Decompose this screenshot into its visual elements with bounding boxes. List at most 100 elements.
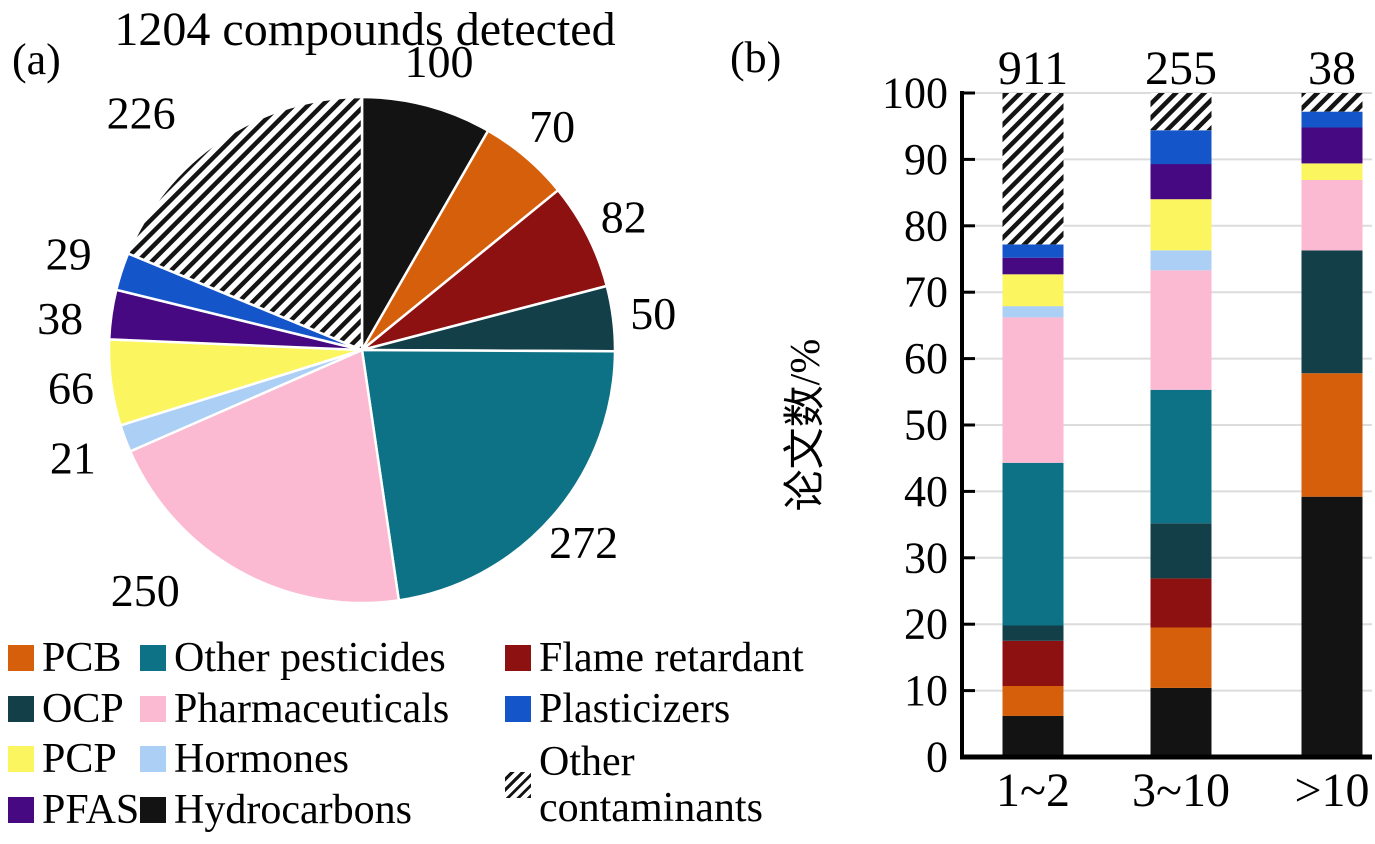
legend-label-pcp: PCP: [42, 736, 117, 783]
legend-item-pcp: PCP: [8, 734, 139, 785]
legend-swatch-plasticizers: [505, 695, 531, 722]
legend-column-2: Other pesticides Pharmaceuticals Hormones H…: [140, 633, 449, 835]
bar-segment-3-10-other-pesticides: [1150, 389, 1212, 524]
legend-swatch-other-pesticides: [140, 645, 166, 672]
legend-swatch-pharmaceuticals: [140, 695, 166, 722]
bar-segment-3-10-pcb: [1150, 627, 1212, 688]
legend-swatch-hydrocarbons: [140, 796, 166, 823]
bar-segment-1-2-plasticizers: [1002, 244, 1064, 258]
pie-value-label-plasticizers: 29: [46, 229, 92, 280]
y-tick-label-90: 90: [904, 135, 948, 184]
bar-segment-1-2-pfas: [1002, 257, 1064, 275]
bar-segment-3-10-hormones: [1150, 250, 1212, 271]
bar-segment-1-2-hydrocarbons: [1002, 715, 1064, 757]
legend-label-flame-retardant: Flame retardant: [539, 635, 804, 682]
bar-total-label--10: 38: [1308, 42, 1356, 95]
pie-value-label-pcb: 70: [529, 101, 575, 152]
y-tick-label-10: 10: [904, 666, 948, 715]
y-tick-label-60: 60: [904, 334, 948, 383]
legend-label-ocp: OCP: [42, 685, 124, 732]
y-tick-label-20: 20: [904, 600, 948, 649]
bar-segment-1-2-flame-retardant: [1002, 640, 1064, 686]
pie-value-label-ocp: 50: [630, 288, 676, 339]
legend-item-flame-retardant: Flame retardant: [505, 633, 804, 684]
pie-chart: 100 70 82 50 272 250 21 66 38 29 226: [37, 36, 676, 616]
pie-value-label-other-pesticides: 272: [549, 517, 618, 568]
bar-segment-3-10-ocp: [1150, 523, 1212, 579]
pie-slice-hydrocarbons: [360, 95, 490, 352]
legend-label-other-contaminants: Other contaminants: [539, 738, 763, 831]
panel-b-label: (b): [730, 33, 782, 82]
pie-slice-flame-retardant: [360, 188, 609, 352]
bar-segment-1-2-ocp: [1002, 625, 1064, 641]
legend-item-hormones: Hormones: [140, 734, 449, 785]
legend-swatch-other-contaminants: [505, 771, 531, 798]
y-tick-label-70: 70: [904, 268, 948, 317]
bar-segment-1-2-hormones: [1002, 306, 1064, 318]
y-tick-label-80: 80: [904, 201, 948, 250]
legend-column-1: PCB OCP PCP PFAS: [8, 633, 139, 835]
bar-segment--10-plasticizers: [1301, 111, 1363, 128]
x-category-label-3-10: 3~10: [1132, 764, 1230, 817]
legend-item-other-contaminants: Other contaminants: [505, 734, 804, 835]
legend-item-pfas: PFAS: [8, 785, 139, 836]
bar-segment-3-10-pcp: [1150, 199, 1212, 251]
bar-segment--10-ocp: [1301, 250, 1363, 374]
y-tick-label-40: 40: [904, 467, 948, 516]
legend-label-pcb: PCB: [42, 635, 122, 682]
bar-segment-3-10-other-contaminants: [1150, 93, 1212, 131]
legend-swatch-pcp: [8, 746, 34, 773]
legend-swatch-hormones: [140, 746, 166, 773]
pie-value-label-hydrocarbons: 100: [405, 36, 474, 87]
legend-item-ocp: OCP: [8, 684, 139, 735]
legend-column-3: Flame retardant Plasticizers Other contamin…: [505, 633, 804, 835]
y-tick-label-50: 50: [904, 401, 948, 450]
pie-value-label-pcp: 66: [48, 363, 94, 414]
bar-segment--10-other-contaminants: [1301, 93, 1363, 112]
legend-swatch-pcb: [8, 645, 34, 672]
x-category-label--10: >10: [1294, 764, 1369, 817]
legend-item-hydrocarbons: Hydrocarbons: [140, 785, 449, 836]
legend-item-plasticizers: Plasticizers: [505, 684, 804, 735]
legend-label-hormones: Hormones: [174, 736, 349, 783]
legend-label-plasticizers: Plasticizers: [539, 685, 731, 732]
y-tick-label-30: 30: [904, 533, 948, 582]
bar-segment-1-2-pcb: [1002, 686, 1064, 716]
y-tick-label-100: 100: [882, 69, 948, 118]
legend-label-pharmaceuticals: Pharmaceuticals: [174, 685, 450, 732]
bar-segment-3-10-plasticizers: [1150, 130, 1212, 165]
legend-item-other-pesticides: Other pesticides: [140, 633, 449, 684]
pie-value-label-flame-retardant: 82: [601, 192, 647, 243]
legend-swatch-flame-retardant: [505, 645, 531, 672]
pie-chart-title: 1204 compounds detected: [114, 3, 616, 56]
legend-label-other-pesticides: Other pesticides: [174, 635, 446, 682]
legend-item-pharmaceuticals: Pharmaceuticals: [140, 684, 449, 735]
legend-label-hydrocarbons: Hydrocarbons: [174, 786, 412, 833]
bar-segment--10-pcb: [1301, 373, 1363, 497]
bar-total-label-3-10: 255: [1145, 42, 1217, 95]
pie-value-label-pfas: 38: [37, 293, 83, 344]
stacked-bar-chart: 911 1~2 255 3~10 38 >10 0 10 20 30 40 50 60 70 80 90 100…: [782, 42, 1372, 817]
x-category-label-1-2: 1~2: [996, 764, 1070, 817]
bar-segment--10-pcp: [1301, 163, 1363, 180]
bar-segment-1-2-other-contaminants: [1002, 93, 1064, 245]
y-tick-label-0: 0: [926, 733, 948, 782]
bar-segment-1-2-other-pesticides: [1002, 462, 1064, 626]
bar-segment-3-10-pfas: [1150, 164, 1212, 200]
bar-total-label-1-2: 911: [998, 42, 1068, 95]
pie-slice-pharmaceuticals: [128, 348, 401, 605]
pie-value-label-other-contaminants: 226: [107, 88, 176, 139]
y-axis-title: 论文数/%: [782, 339, 829, 512]
bar-segment-1-2-pcp: [1002, 274, 1064, 307]
panel-a-label: (a): [12, 35, 61, 84]
bar-segment-1-2-pharmaceuticals: [1002, 317, 1064, 463]
bar-segment-3-10-hydrocarbons: [1150, 687, 1212, 757]
pie-value-label-hormones: 21: [50, 433, 96, 484]
legend-swatch-pfas: [8, 796, 34, 823]
pie-slice-other-contaminants: [126, 95, 364, 352]
bar-segment--10-hydrocarbons: [1301, 496, 1363, 757]
legend-swatch-ocp: [8, 695, 34, 722]
bar-segment--10-pfas: [1301, 127, 1363, 164]
legend-label-pfas: PFAS: [42, 786, 140, 833]
